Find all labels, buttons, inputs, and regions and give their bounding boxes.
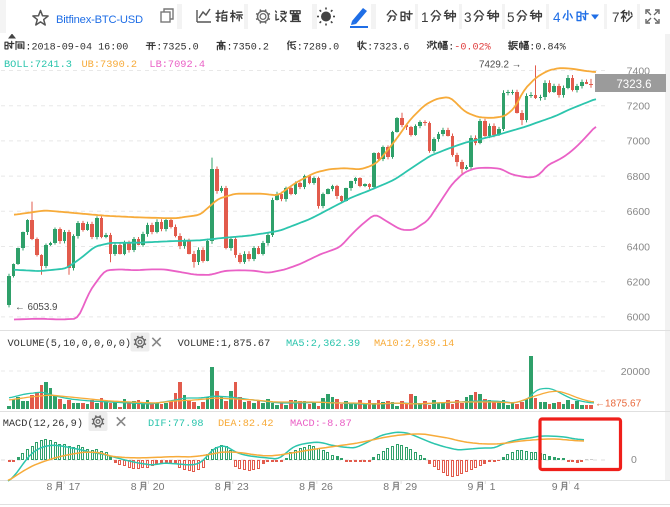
svg-text:1: 1 bbox=[490, 481, 496, 493]
svg-text:7200: 7200 bbox=[627, 101, 651, 113]
svg-text:8: 8 bbox=[215, 481, 221, 493]
svg-text:7: 7 bbox=[612, 10, 620, 25]
svg-text:VOLUME:1,875.67: VOLUME:1,875.67 bbox=[178, 338, 271, 350]
svg-text:6800: 6800 bbox=[627, 171, 651, 183]
svg-text::2018-09-04 16:00: :2018-09-04 16:00 bbox=[25, 43, 128, 54]
svg-text:VOLUME(5,10,0,0,0,0): VOLUME(5,10,0,0,0,0) bbox=[8, 338, 132, 350]
svg-text::0.84%: :0.84% bbox=[529, 43, 566, 54]
svg-text:23: 23 bbox=[237, 481, 249, 493]
svg-text:MA10:2,939.14: MA10:2,939.14 bbox=[374, 338, 454, 350]
svg-text:LB:7092.4: LB:7092.4 bbox=[149, 59, 205, 71]
svg-text:6000: 6000 bbox=[627, 312, 651, 324]
svg-text:3: 3 bbox=[464, 10, 472, 25]
svg-text:←1875.67: ←1875.67 bbox=[595, 399, 642, 410]
svg-text::: : bbox=[448, 43, 454, 54]
svg-text:BOLL:7241.3: BOLL:7241.3 bbox=[4, 59, 72, 71]
svg-text:4: 4 bbox=[553, 10, 561, 25]
svg-text:4: 4 bbox=[574, 481, 580, 493]
svg-text:7429.2 →: 7429.2 → bbox=[479, 60, 521, 71]
svg-text:0: 0 bbox=[631, 454, 637, 466]
svg-text:7323.6: 7323.6 bbox=[616, 79, 651, 91]
svg-text::7289.0: :7289.0 bbox=[297, 43, 339, 54]
svg-text:8: 8 bbox=[131, 481, 137, 493]
svg-text:6400: 6400 bbox=[627, 241, 651, 253]
svg-text:9: 9 bbox=[468, 481, 474, 493]
svg-text:Bitfinex-BTC-USD: Bitfinex-BTC-USD bbox=[56, 14, 143, 26]
svg-text:8: 8 bbox=[47, 481, 53, 493]
svg-text:6200: 6200 bbox=[627, 277, 651, 289]
svg-text:7000: 7000 bbox=[627, 136, 651, 148]
svg-text:29: 29 bbox=[405, 481, 417, 493]
svg-text:-0.02%: -0.02% bbox=[454, 43, 491, 54]
svg-text:9: 9 bbox=[552, 481, 558, 493]
svg-text:8: 8 bbox=[383, 481, 389, 493]
svg-text:1: 1 bbox=[421, 10, 429, 25]
svg-text:DIF:77.98: DIF:77.98 bbox=[148, 418, 204, 430]
svg-text:17: 17 bbox=[69, 481, 81, 493]
svg-text:DEA:82.42: DEA:82.42 bbox=[218, 418, 274, 430]
svg-text:← 6053.9: ← 6053.9 bbox=[15, 302, 57, 313]
svg-text:6600: 6600 bbox=[627, 206, 651, 218]
svg-text:MACD:-8.87: MACD:-8.87 bbox=[290, 418, 352, 430]
svg-text:8: 8 bbox=[299, 481, 305, 493]
svg-text:5: 5 bbox=[507, 10, 515, 25]
svg-text:20: 20 bbox=[153, 481, 165, 493]
svg-text::7350.2: :7350.2 bbox=[227, 43, 269, 54]
svg-text:MACD(12,26,9): MACD(12,26,9) bbox=[3, 418, 83, 430]
svg-text::7325.0: :7325.0 bbox=[156, 43, 198, 54]
svg-text:UB:7390.2: UB:7390.2 bbox=[82, 59, 138, 71]
svg-text:26: 26 bbox=[321, 481, 333, 493]
svg-text:20000: 20000 bbox=[621, 366, 650, 378]
svg-text:MA5:2,362.39: MA5:2,362.39 bbox=[286, 338, 360, 350]
svg-text::7323.6: :7323.6 bbox=[367, 43, 409, 54]
